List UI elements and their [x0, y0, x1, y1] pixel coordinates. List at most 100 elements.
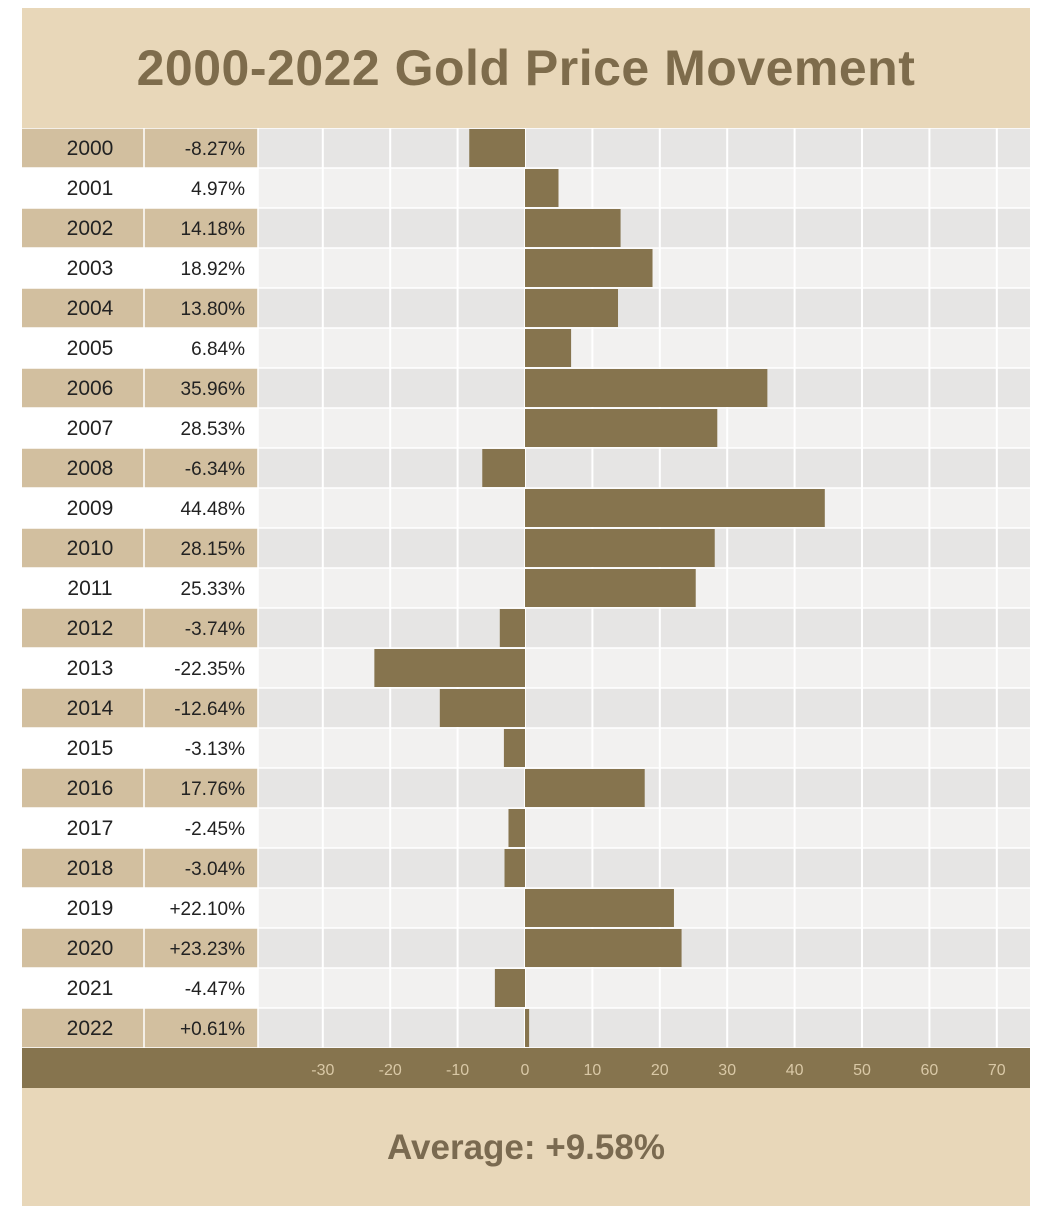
percent-cell	[144, 368, 258, 408]
percent-cell	[144, 488, 258, 528]
bar-2019	[525, 889, 674, 927]
bar-2001	[525, 169, 559, 207]
x-tick-label: 50	[853, 1062, 871, 1079]
year-cell	[22, 808, 144, 848]
value-label: 4.97%	[191, 179, 245, 200]
x-tick-label: 60	[921, 1062, 939, 1079]
x-tick-label: 0	[521, 1062, 530, 1079]
year-label: 2022	[67, 1017, 114, 1040]
bar-2015	[503, 729, 525, 767]
value-label: 35.96%	[181, 379, 246, 400]
value-label: -3.74%	[185, 619, 245, 640]
value-label: +0.61%	[180, 1019, 245, 1040]
value-label: 28.53%	[181, 419, 246, 440]
percent-cell	[144, 528, 258, 568]
value-label: -12.64%	[174, 699, 245, 720]
year-cell	[22, 248, 144, 288]
year-label: 2005	[67, 337, 114, 360]
year-label: 2009	[67, 497, 114, 520]
value-label: 28.15%	[181, 539, 246, 560]
year-label: 2008	[67, 457, 114, 480]
percent-cell	[144, 408, 258, 448]
year-cell	[22, 368, 144, 408]
bar-2021	[494, 969, 525, 1007]
percent-cell	[144, 208, 258, 248]
percent-cell	[144, 968, 258, 1008]
x-axis-band	[22, 1048, 1030, 1088]
year-label: 2004	[67, 297, 114, 320]
value-label: 17.76%	[181, 779, 246, 800]
chart-title: 2000-2022 Gold Price Movement	[136, 40, 916, 96]
percent-cell	[144, 888, 258, 928]
percent-cell	[144, 648, 258, 688]
year-label: 2017	[67, 817, 114, 840]
bar-2018	[504, 849, 525, 887]
value-label: 6.84%	[191, 339, 245, 360]
x-tick-label: 20	[651, 1062, 669, 1079]
year-label: 2010	[67, 537, 114, 560]
year-cell	[22, 648, 144, 688]
year-cell	[22, 768, 144, 808]
year-label: 2006	[67, 377, 114, 400]
year-label: 2012	[67, 617, 114, 640]
bar-2013	[374, 649, 525, 687]
year-cell	[22, 408, 144, 448]
year-cell	[22, 208, 144, 248]
x-tick-label: -20	[379, 1062, 402, 1079]
bar-2009	[525, 489, 825, 527]
value-label: +22.10%	[169, 899, 245, 920]
percent-cell	[144, 168, 258, 208]
x-tick-label: -30	[311, 1062, 334, 1079]
year-label: 2011	[67, 577, 112, 600]
percent-cell	[144, 128, 258, 168]
value-label: -22.35%	[174, 659, 245, 680]
year-label: 2003	[67, 257, 114, 280]
year-label: 2007	[67, 417, 114, 440]
bar-chart: 2000 -8.27% 2001 4.97% 2002 14.18% 2003 18.92% 2…	[22, 128, 1030, 1096]
bar-2007	[525, 409, 718, 447]
chart-panel: 2000-2022 Gold Price Movement 2000 -8.27%…	[22, 8, 1030, 1206]
year-cell	[22, 928, 144, 968]
x-tick-label: 10	[584, 1062, 602, 1079]
year-cell	[22, 168, 144, 208]
value-label: 25.33%	[181, 579, 246, 600]
year-label: 2021	[67, 977, 114, 1000]
percent-cell	[144, 1008, 258, 1048]
bar-2017	[508, 809, 525, 847]
year-cell	[22, 488, 144, 528]
year-cell	[22, 608, 144, 648]
year-label: 2013	[67, 657, 114, 680]
value-label: -8.27%	[185, 139, 245, 160]
year-cell	[22, 968, 144, 1008]
x-tick-label: -10	[446, 1062, 469, 1079]
bar-2005	[525, 329, 572, 367]
bar-2012	[499, 609, 525, 647]
value-label: +23.23%	[169, 939, 245, 960]
percent-cell	[144, 248, 258, 288]
percent-cell	[144, 688, 258, 728]
value-label: -4.47%	[185, 979, 245, 1000]
year-cell	[22, 128, 144, 168]
bar-2020	[525, 929, 682, 967]
percent-cell	[144, 808, 258, 848]
year-label: 2014	[67, 697, 114, 720]
year-cell	[22, 688, 144, 728]
year-label: 2016	[67, 777, 114, 800]
year-cell	[22, 888, 144, 928]
x-tick-label: 70	[988, 1062, 1006, 1079]
percent-cell	[144, 768, 258, 808]
year-label: 2019	[67, 897, 114, 920]
bar-2010	[525, 529, 715, 567]
bar-2006	[525, 369, 768, 407]
year-label: 2000	[67, 137, 114, 160]
year-cell	[22, 448, 144, 488]
bar-2022	[525, 1009, 530, 1047]
year-cell	[22, 728, 144, 768]
x-tick-label: 40	[786, 1062, 804, 1079]
bar-2008	[482, 449, 525, 487]
percent-cell	[144, 928, 258, 968]
percent-cell	[144, 848, 258, 888]
value-label: -2.45%	[185, 819, 245, 840]
value-label: -3.13%	[185, 739, 245, 760]
year-cell	[22, 848, 144, 888]
